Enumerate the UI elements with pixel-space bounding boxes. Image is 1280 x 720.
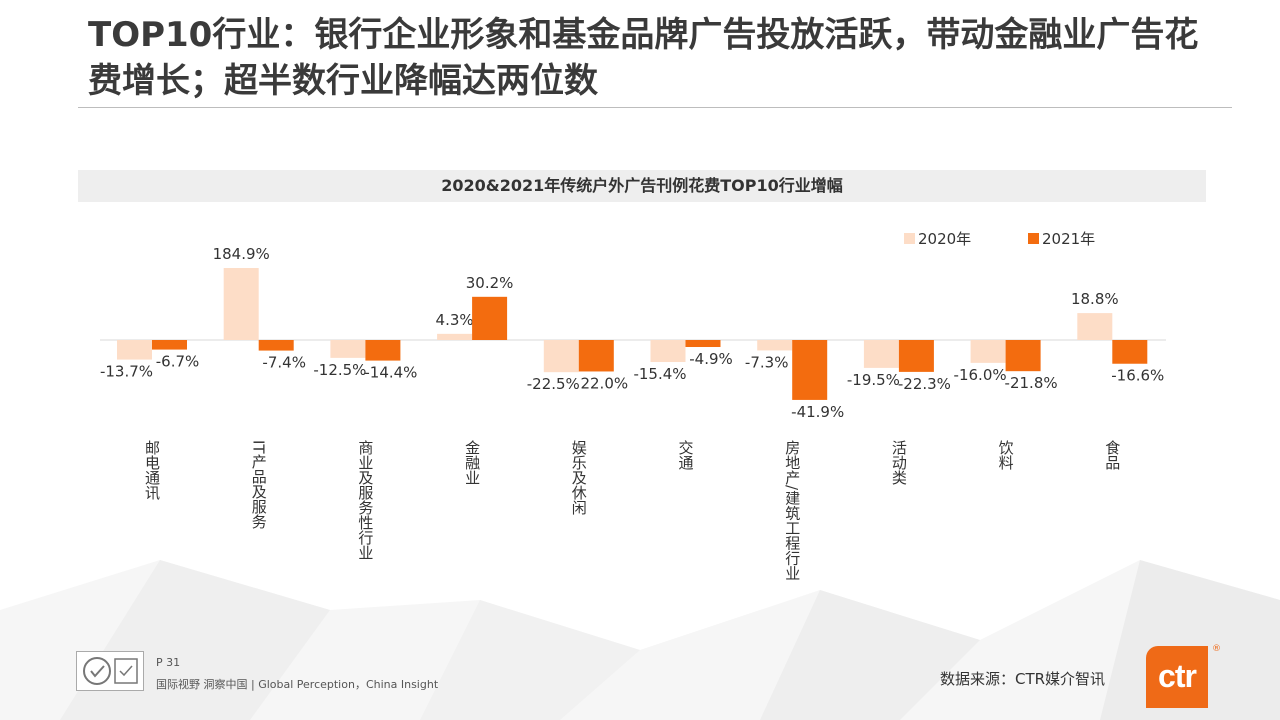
data-label: 4.3%: [436, 311, 474, 329]
footer-tagline: 国际视野 洞察中国 | Global Perception，China Insi…: [156, 678, 439, 691]
bar-2020: [1077, 313, 1113, 340]
category-label: IT产品及服务: [250, 440, 268, 530]
bar-2021: [472, 296, 508, 340]
category-label: 活动类: [890, 440, 908, 485]
bar-2020: [650, 340, 686, 363]
category-label: 邮电通讯: [143, 440, 161, 501]
data-label: -14.4%: [364, 364, 417, 382]
bar-2020: [863, 340, 899, 368]
bar-2021: [152, 340, 187, 350]
page-number: P 31: [156, 656, 181, 669]
data-label: -16.0%: [954, 366, 1007, 384]
bar-2021: [1005, 340, 1041, 372]
data-label: 18.8%: [1071, 290, 1119, 308]
data-label: -41.9%: [791, 403, 844, 421]
bar-2021: [578, 340, 614, 372]
bar-2020: [437, 333, 473, 340]
data-label: -13.7%: [100, 363, 153, 381]
category-label: 金融业: [463, 440, 481, 485]
bar-2020: [117, 340, 152, 360]
brand-text: ctr: [1158, 658, 1197, 694]
legend-label: 2021年: [1042, 230, 1095, 248]
category-label: 商业及服务性行业: [356, 440, 374, 560]
bar-2021: [685, 340, 721, 348]
data-label: -7.4%: [262, 354, 306, 372]
legend-label: 2020年: [918, 230, 971, 248]
data-label: -7.3%: [745, 353, 789, 371]
bar-2020: [543, 340, 579, 373]
data-label: 22.0%: [580, 374, 628, 392]
ctr-logo: ctr: [1146, 646, 1208, 708]
category-label: 交通: [677, 439, 695, 470]
bar-2020: [970, 340, 1006, 363]
category-label: 娱乐及休闲: [570, 440, 588, 516]
bar-2020: [757, 340, 793, 351]
bar-2020: [330, 340, 366, 358]
title-divider: [78, 107, 1232, 108]
legend-swatch-2021: [1028, 233, 1039, 244]
data-label: -12.5%: [313, 361, 366, 379]
legend-swatch-2020: [904, 233, 915, 244]
data-label: 184.9%: [213, 245, 270, 263]
bar-2021: [365, 340, 401, 361]
bar-2021: [898, 340, 934, 372]
page-title: TOP10行业：银行企业形象和基金品牌广告投放活跃，带动金融业广告花费增长；超半…: [88, 15, 1199, 101]
category-label: 饮料: [997, 440, 1015, 470]
bar-2020: [223, 268, 259, 340]
data-label: -16.6%: [1111, 367, 1164, 385]
certification-logos: [76, 651, 144, 691]
data-label: -21.8%: [1005, 374, 1058, 392]
data-label: 30.2%: [466, 274, 514, 292]
certification-icon: [83, 657, 138, 685]
bar-2021: [792, 340, 828, 400]
bar-2021: [258, 340, 294, 351]
data-label: -15.4%: [633, 365, 686, 383]
data-label: -19.5%: [847, 371, 900, 389]
data-label: -22.3%: [898, 375, 951, 393]
category-label: 房地产/建筑工程行业: [783, 440, 801, 580]
registered-mark: ®: [1212, 644, 1221, 654]
data-label: -22.5%: [527, 375, 580, 393]
chart-title: 2020&2021年传统户外广告刊例花费TOP10行业增幅: [78, 170, 1206, 202]
data-label: -4.9%: [689, 350, 733, 368]
data-label: -6.7%: [156, 353, 200, 371]
category-label: 食品: [1103, 440, 1121, 470]
bar-2021: [1112, 340, 1148, 364]
data-source: 数据来源：CTR媒介智讯: [940, 670, 1106, 688]
